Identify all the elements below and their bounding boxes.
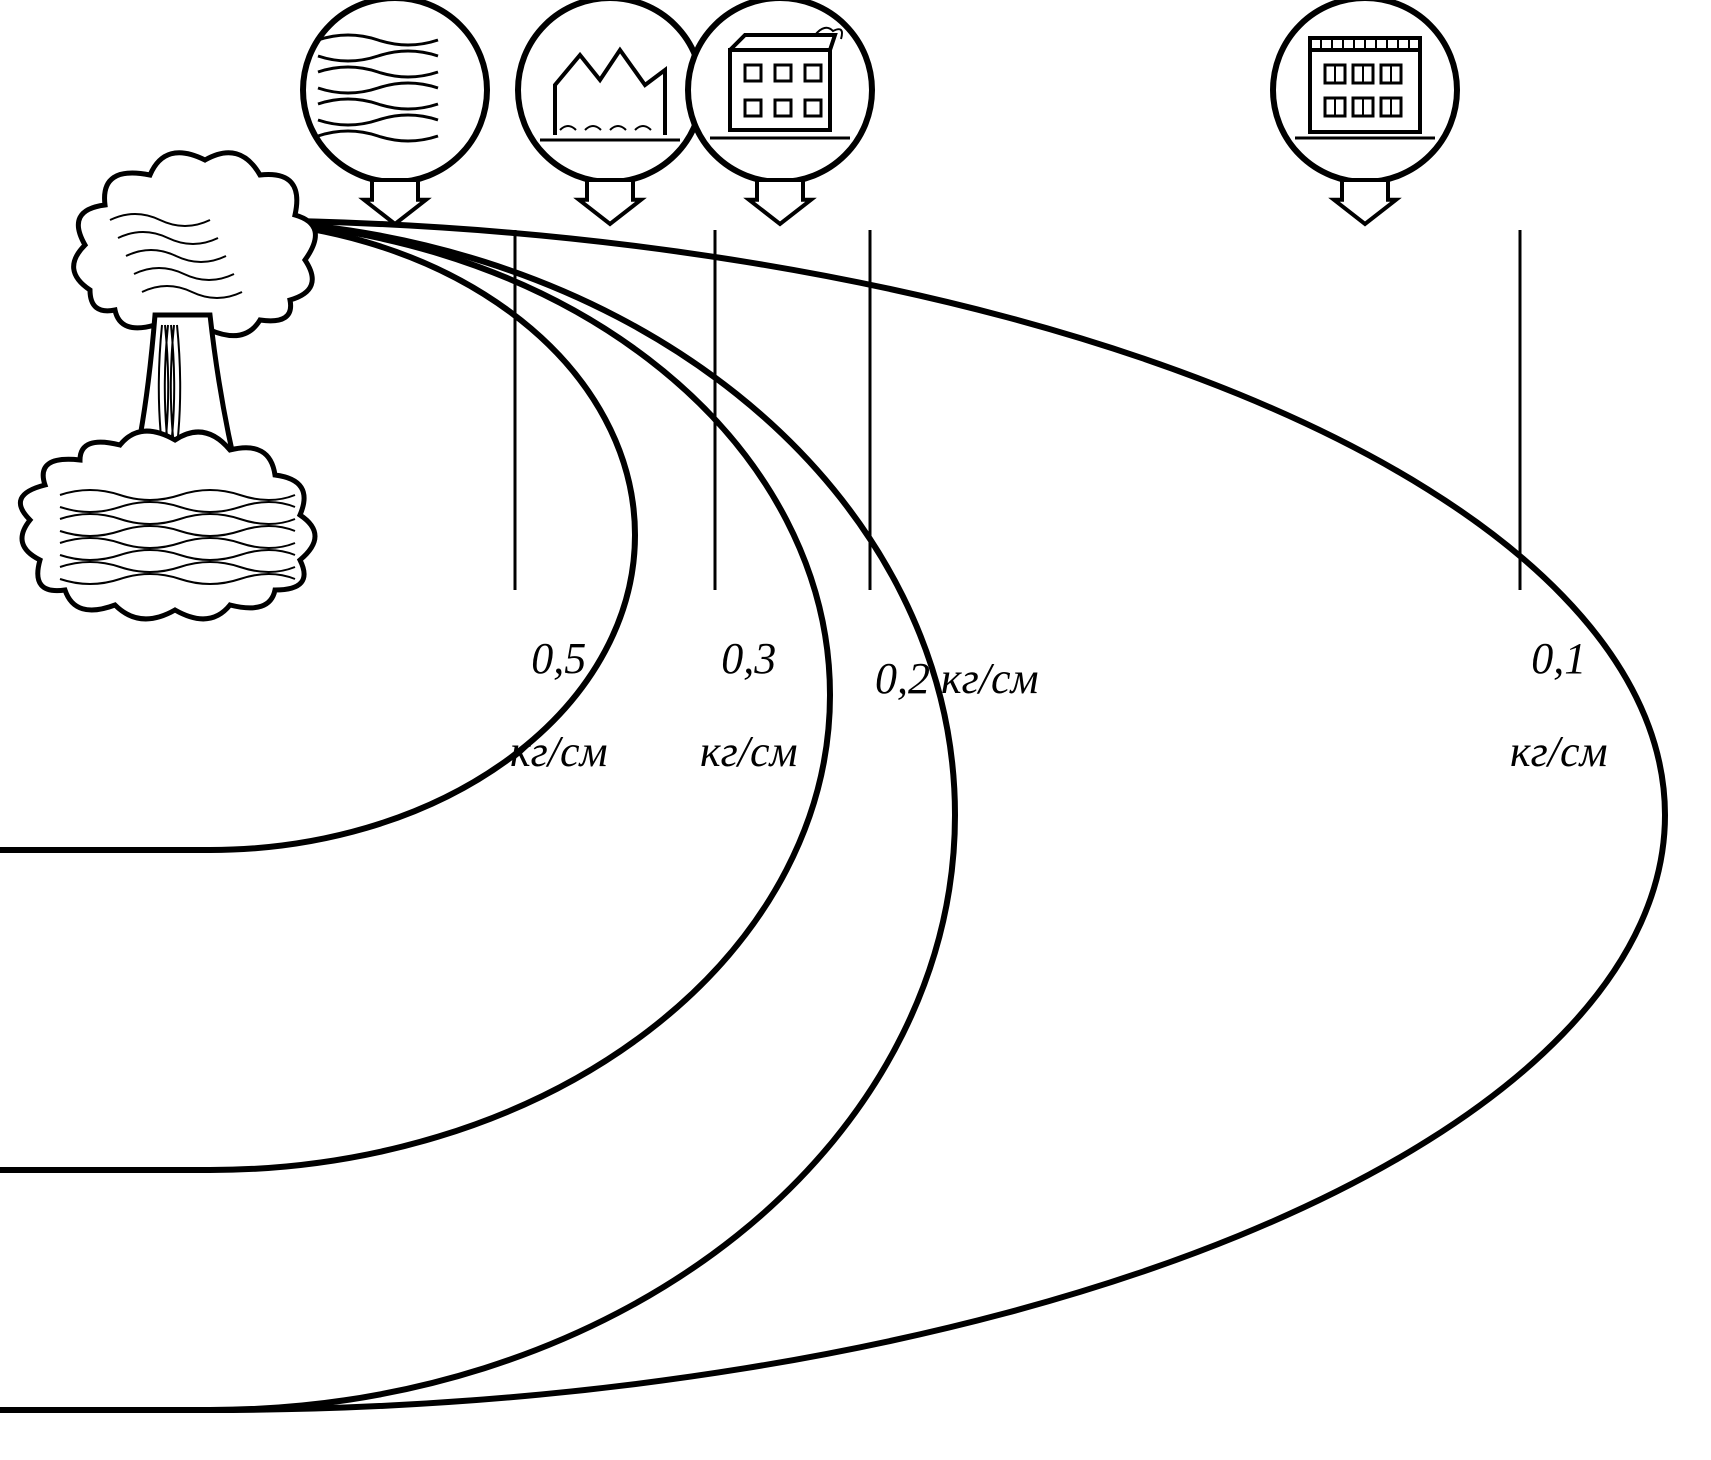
- zone-label-4: 0,1 кг/см: [1510, 590, 1608, 775]
- zone-label-3: 0,2 кг/см: [875, 610, 1039, 702]
- zone-arc-zone-4: [0, 220, 1665, 1410]
- medallion-zone-3: [688, 0, 872, 224]
- medallion-zone-2-arrow-icon: [579, 180, 641, 224]
- diagram-canvas: 0,5 кг/см 0,3 кг/см 0,2 кг/см 0,1 кг/см: [0, 0, 1711, 1460]
- medallion-zone-4-arrow-icon: [1334, 180, 1396, 224]
- zone-3-value-inline: 0,2 кг/см: [875, 654, 1039, 703]
- zone-1-unit: кг/см: [510, 727, 608, 776]
- medallion-zone-1-arrow-icon: [364, 180, 426, 224]
- zone-1-value: 0,5: [531, 634, 586, 683]
- medallion-zone-1: [303, 0, 487, 224]
- medallion-zone-2: [518, 0, 702, 224]
- zone-label-2: 0,3 кг/см: [700, 590, 798, 775]
- medallion-zone-4: [1273, 0, 1457, 224]
- zone-2-value: 0,3: [721, 634, 776, 683]
- zone-label-1: 0,5 кг/см: [510, 590, 608, 775]
- diagram-svg: [0, 0, 1711, 1460]
- mushroom-cloud-icon: [20, 153, 315, 619]
- zone-2-unit: кг/см: [700, 727, 798, 776]
- zone-4-unit: кг/см: [1510, 727, 1608, 776]
- zone-4-value: 0,1: [1531, 634, 1586, 683]
- medallion-zone-3-arrow-icon: [749, 180, 811, 224]
